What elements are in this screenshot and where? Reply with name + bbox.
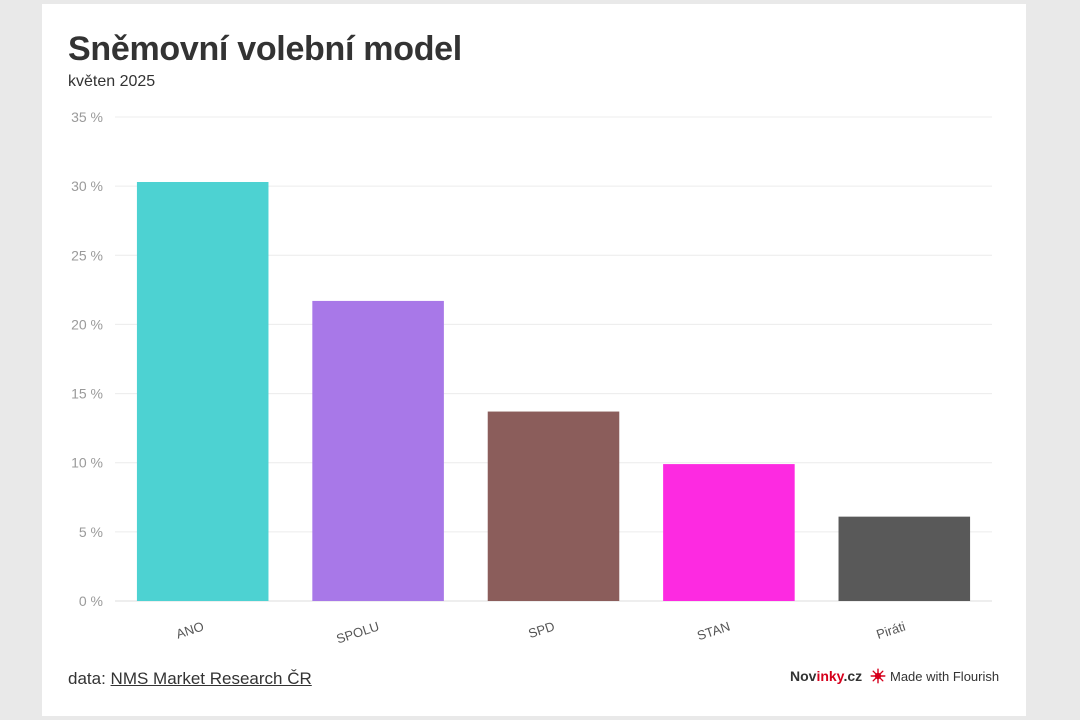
data-source: data: NMS Market Research ČR [68, 669, 312, 689]
x-tick-label: ANO [174, 619, 205, 642]
chart-subtitle: květen 2025 [68, 73, 156, 90]
y-tick-label: 10 % [71, 455, 103, 471]
y-tick-label: 5 % [79, 524, 103, 540]
brand-part2: .cz [843, 668, 863, 684]
y-tick-label: 20 % [71, 316, 103, 332]
chart-title: Sněmovní volební model [68, 30, 462, 68]
y-tick-label: 15 % [71, 386, 103, 402]
y-tick-label: 35 % [71, 109, 103, 125]
made-with-flourish-label: Made with Flourish [890, 668, 1000, 684]
y-tick-label: 25 % [71, 247, 103, 263]
data-source-prefix: data: [68, 669, 111, 688]
flourish-logo-icon [870, 668, 886, 684]
bar [838, 516, 971, 601]
x-tick-label: SPD [526, 619, 556, 642]
novinky-logo[interactable]: Novinky.cz [790, 668, 862, 684]
x-tick-label: Piráti [874, 619, 907, 642]
x-tick-label: STAN [695, 619, 732, 644]
bar [663, 464, 795, 601]
bar [487, 411, 620, 601]
flourish-credit[interactable]: Made with Flourish [870, 668, 999, 684]
bar-chart: 0 % 5 % 10 % 15 % 20 % 25 % 30 % 35 % ANO SPOLU SP… [71, 109, 992, 647]
y-tick-label: 30 % [71, 178, 103, 194]
y-tick-label: 0 % [79, 593, 103, 609]
data-source-link[interactable]: NMS Market Research ČR [110, 669, 312, 688]
bar [312, 300, 444, 601]
brand-accent: inky [816, 668, 844, 684]
bar [136, 181, 269, 601]
chart-card: Sněmovní volební model květen 2025 0 % 5 … [42, 4, 1026, 716]
x-tick-label: SPOLU [334, 619, 381, 647]
brand-part1: Nov [790, 668, 817, 684]
